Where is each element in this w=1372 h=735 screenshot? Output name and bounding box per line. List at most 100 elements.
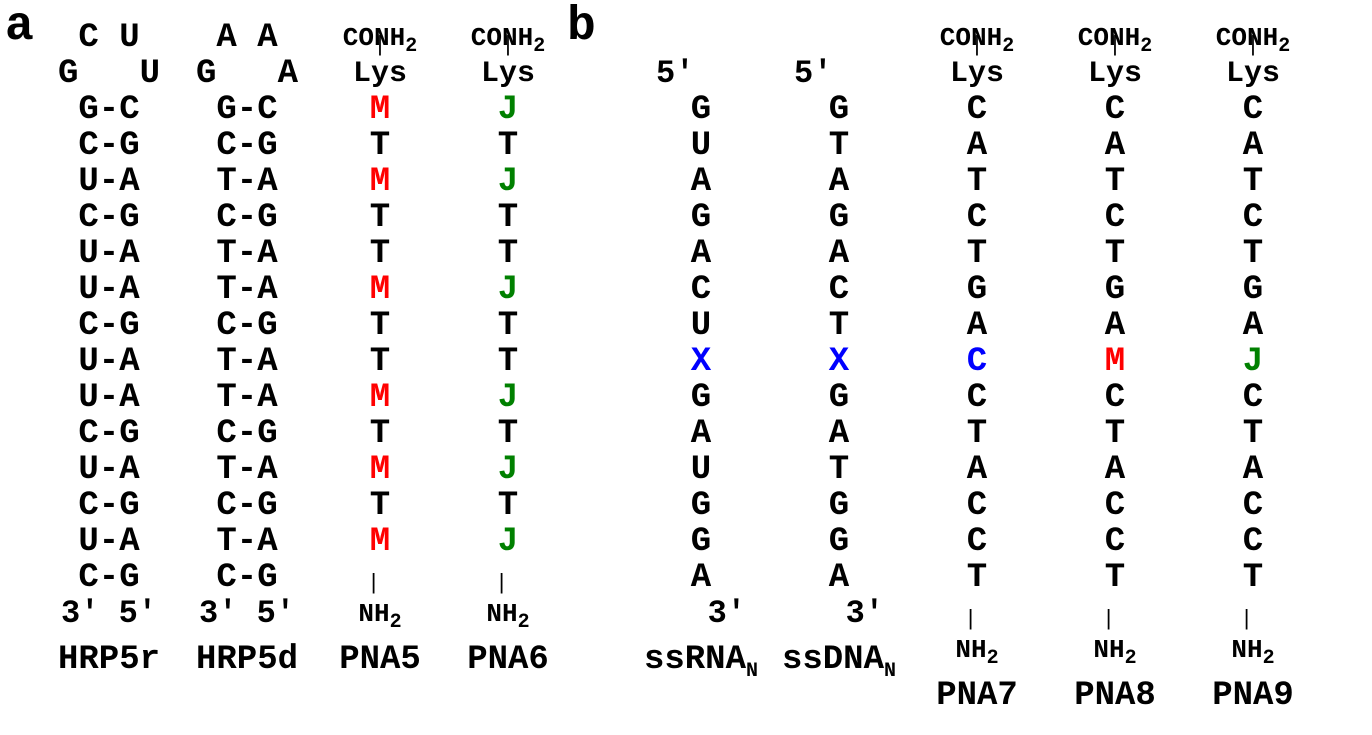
ssrna-name: ssRNAN: [644, 640, 758, 680]
pna-base: A: [967, 452, 987, 488]
ssdna-column: 5' G T A G A C T X G A T G G A 3' ssDNAN: [774, 20, 904, 680]
stem-pair: U-A: [78, 236, 139, 272]
strand-base: G: [691, 524, 711, 560]
hrp5d-loop-side: G A: [196, 56, 298, 92]
strand-base: U: [691, 308, 711, 344]
nh2-terminal: NH2: [955, 632, 998, 668]
pna-base: G: [967, 272, 987, 308]
strand-base: U: [691, 452, 711, 488]
stem-pair: U-A: [78, 164, 139, 200]
stem-pair: C-G: [78, 308, 139, 344]
pna-base: M: [370, 92, 390, 128]
hrp5d-loop-top: A A: [196, 20, 298, 56]
nh2-terminal: NH2: [486, 596, 529, 632]
strand-base: A: [691, 164, 711, 200]
pna-base: A: [1105, 308, 1125, 344]
three-prime: 3': [846, 596, 904, 632]
strand-base: A: [829, 236, 849, 272]
hrp5d-ends: 3' 5': [199, 596, 295, 632]
strand-base: T: [829, 128, 849, 164]
nh2-terminal: NH2: [358, 596, 401, 632]
pna9-name: PNA9: [1212, 676, 1294, 716]
pna-base: T: [1243, 416, 1263, 452]
stem-pair: T-A: [216, 272, 277, 308]
stem-pair: G-C: [78, 92, 139, 128]
pna-base: M: [370, 164, 390, 200]
strand-base: A: [691, 236, 711, 272]
pna-base: C: [967, 380, 987, 416]
pna-base: C: [1105, 524, 1125, 560]
hrp5r-column: C U G U G-C C-G U-A C-G U-A U-A C-G U-A …: [44, 20, 174, 680]
strand-base: G: [691, 92, 711, 128]
pna-base: J: [498, 524, 518, 560]
pna-base: J: [498, 452, 518, 488]
pna-base: T: [967, 416, 987, 452]
pna-base: T: [498, 200, 518, 236]
panel-b-columns: 5' G U A G A C U X G A U G G A 3' ssRNAN: [632, 10, 1322, 716]
panel-a-columns: C U G U G-C C-G U-A C-G U-A U-A C-G U-A …: [40, 10, 572, 680]
pna-base: C: [967, 92, 987, 128]
strand-base: G: [691, 488, 711, 524]
pna-base: T: [498, 416, 518, 452]
pna8-column: CONH2 Lys C A T C T G A M C T A C C T NH…: [1050, 20, 1180, 716]
hrp5r-ends: 3' 5': [61, 596, 157, 632]
pna-base: M: [1105, 344, 1125, 380]
stem-pair: T-A: [216, 524, 277, 560]
pna-base: T: [1243, 236, 1263, 272]
strand-base: G: [829, 524, 849, 560]
pna-base: T: [370, 236, 390, 272]
stem-pair: T-A: [216, 236, 277, 272]
pna-base: J: [498, 164, 518, 200]
strand-base: G: [829, 488, 849, 524]
pna5-column: CONH2 Lys M T M T T M T T M T M T M NH2 …: [320, 20, 440, 680]
pna-base: G: [1243, 272, 1263, 308]
pna-base: A: [1243, 128, 1263, 164]
strand-base: X: [829, 344, 849, 380]
pna-base: T: [967, 560, 987, 596]
three-prime: 3': [708, 596, 766, 632]
pna-base: T: [498, 236, 518, 272]
strand-base: G: [691, 380, 711, 416]
ssrna-column: 5' G U A G A C U X G A U G G A 3' ssRNAN: [636, 20, 766, 680]
strand-base: U: [691, 128, 711, 164]
pna-base: M: [370, 452, 390, 488]
pna-base: M: [370, 380, 390, 416]
pna-base: A: [1105, 128, 1125, 164]
stem-pair: C-G: [216, 308, 277, 344]
stem-pair: C-G: [78, 488, 139, 524]
lys-residue: Lys: [1226, 56, 1280, 92]
stem-pair: C-G: [216, 128, 277, 164]
strand-base: A: [691, 416, 711, 452]
lys-residue: Lys: [1088, 56, 1142, 92]
lys-residue: Lys: [353, 56, 407, 92]
pna-base: M: [370, 524, 390, 560]
panel-b: b 5' G U A G A C U X G A U G G A 3': [572, 10, 1322, 716]
pna-base: T: [1105, 416, 1125, 452]
stem-pair: U-A: [78, 524, 139, 560]
strand-base: C: [829, 272, 849, 308]
pna-base: A: [1105, 452, 1125, 488]
hrp5d-name: HRP5d: [196, 640, 298, 680]
stem-pair: C-G: [78, 200, 139, 236]
pna-base: T: [370, 416, 390, 452]
stem-pair: C-G: [216, 488, 277, 524]
pna-base: T: [1105, 236, 1125, 272]
pna-base: T: [1105, 560, 1125, 596]
pna-base: T: [1243, 560, 1263, 596]
pna-base: J: [498, 272, 518, 308]
strand-base: A: [829, 164, 849, 200]
hrp5r-name: HRP5r: [58, 640, 160, 680]
pna-base: T: [370, 344, 390, 380]
pna-base: C: [967, 200, 987, 236]
panel-b-label: b: [567, 0, 596, 54]
lys-residue: Lys: [481, 56, 535, 92]
panel-a-label: a: [5, 0, 34, 54]
pna-base: T: [1105, 164, 1125, 200]
pna6-name: PNA6: [467, 640, 549, 680]
pna-base: T: [967, 164, 987, 200]
strand-base: T: [829, 452, 849, 488]
pna-base: C: [1105, 200, 1125, 236]
pna-base: A: [967, 308, 987, 344]
pna-base: G: [1105, 272, 1125, 308]
pna-base: C: [1243, 488, 1263, 524]
